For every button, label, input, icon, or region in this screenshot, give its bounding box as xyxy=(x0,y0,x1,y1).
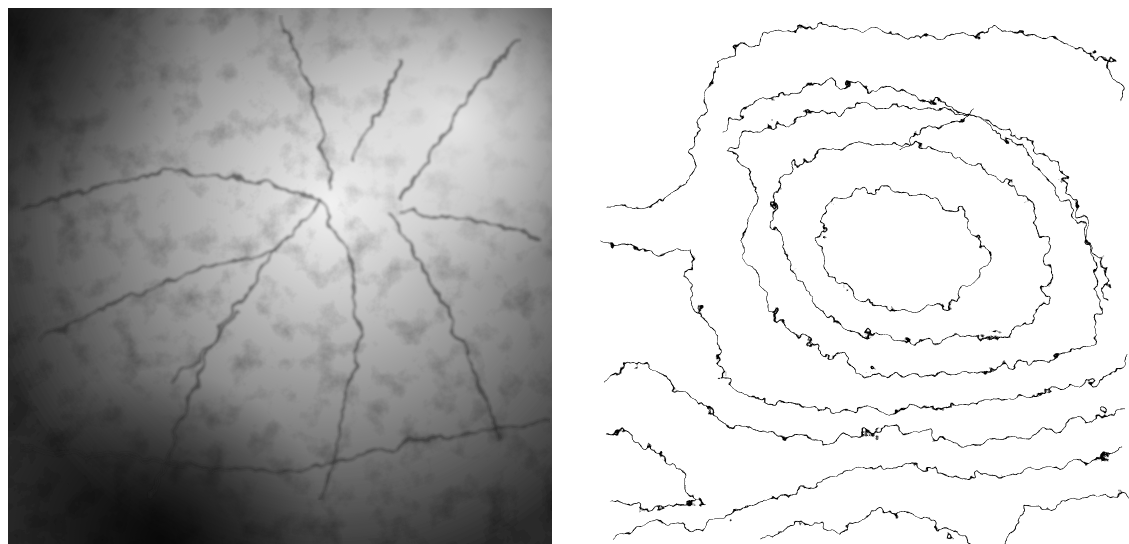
contour-line xyxy=(819,184,991,311)
contour-line xyxy=(729,104,1101,376)
contour-line xyxy=(719,79,1111,301)
contour-map xyxy=(601,24,1126,544)
contour-line xyxy=(604,429,701,511)
contour-line xyxy=(604,239,1126,411)
contour-line xyxy=(769,139,1051,341)
contour-line xyxy=(604,359,1126,446)
elevation-image xyxy=(8,8,552,544)
valley-lines xyxy=(19,14,551,501)
contour-line xyxy=(999,489,1126,544)
contour-line xyxy=(759,509,971,544)
contour-line xyxy=(609,449,1126,541)
contour-line xyxy=(899,109,976,151)
contour-line xyxy=(601,24,1126,211)
